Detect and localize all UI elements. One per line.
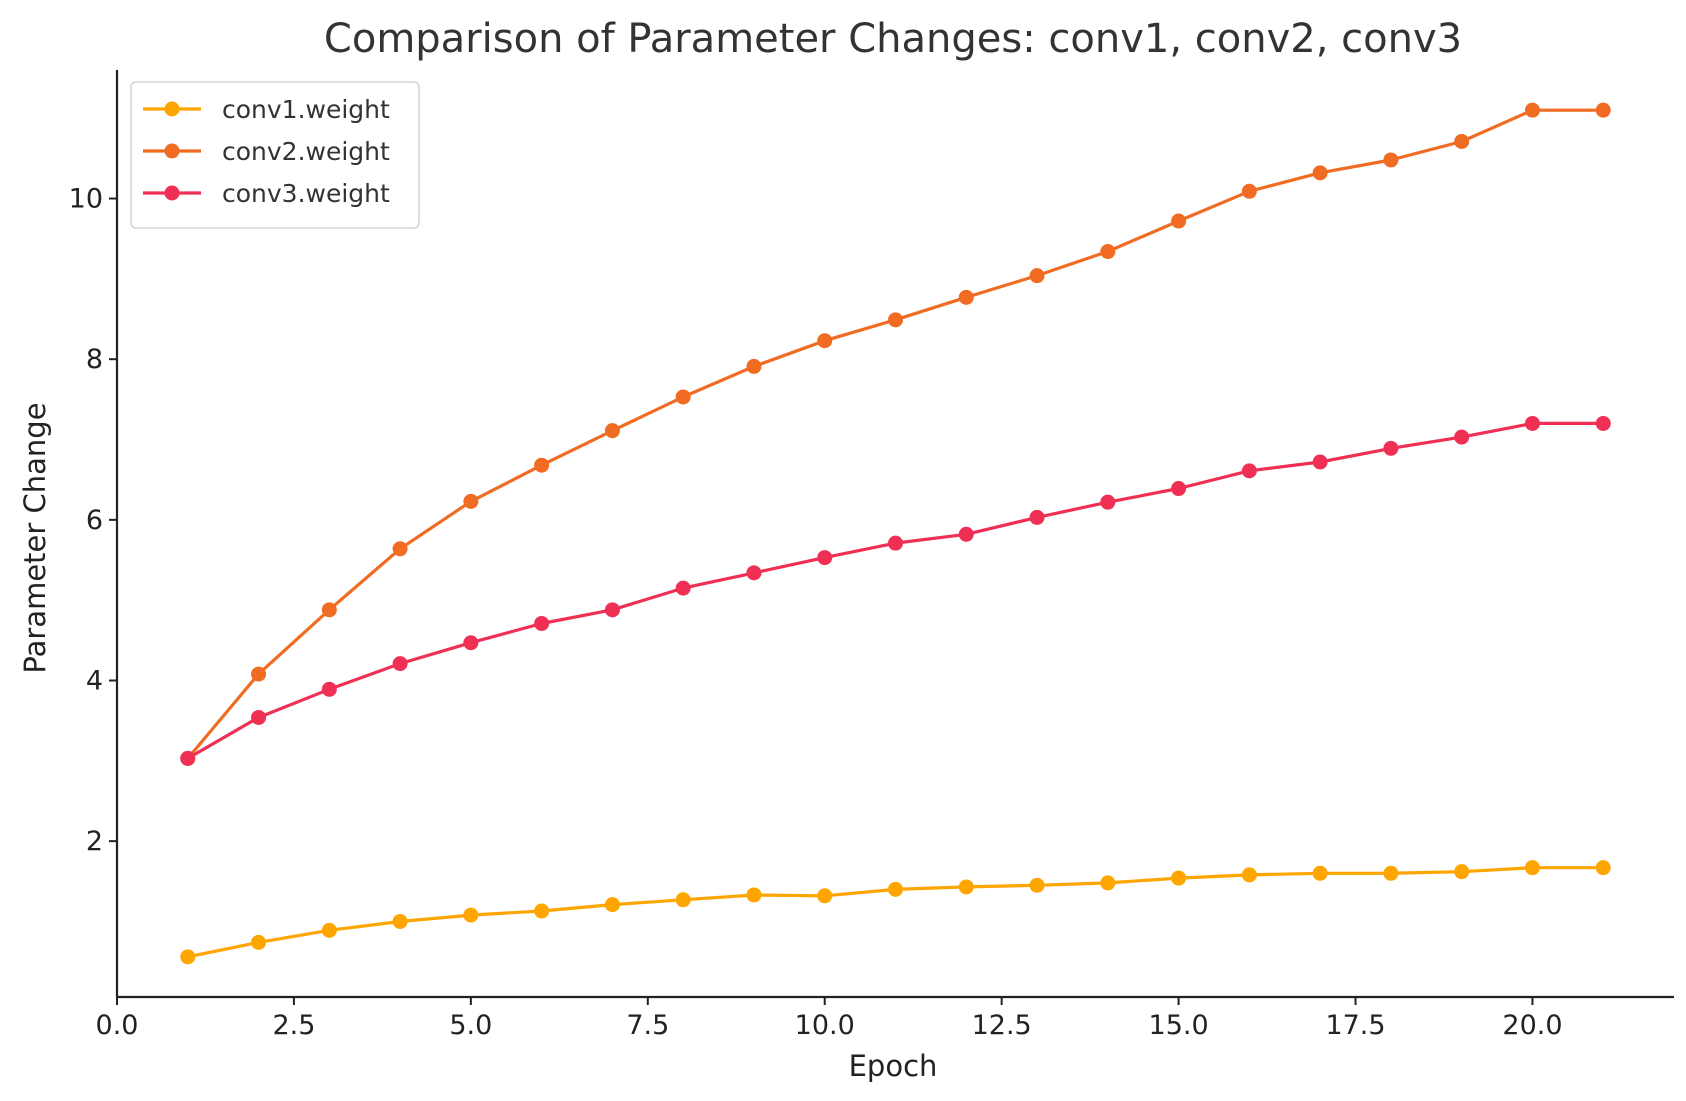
- data-point: [1525, 860, 1540, 875]
- data-point: [746, 565, 761, 580]
- data-point: [534, 904, 549, 919]
- data-point: [1596, 860, 1611, 875]
- data-point: [393, 541, 408, 556]
- data-point: [251, 667, 266, 682]
- x-tick-label: 17.5: [1325, 1010, 1385, 1041]
- series-conv1-weight: [180, 860, 1610, 964]
- data-point: [1242, 184, 1257, 199]
- data-point: [605, 897, 620, 912]
- legend-marker-swatch: [165, 102, 180, 117]
- data-point: [180, 949, 195, 964]
- data-point: [1383, 152, 1398, 167]
- data-point: [1171, 481, 1186, 496]
- data-point: [746, 887, 761, 902]
- data-point: [676, 892, 691, 907]
- data-point: [463, 635, 478, 650]
- y-axis-label: Parameter Change: [18, 402, 52, 673]
- x-tick-label: 15.0: [1149, 1010, 1209, 1041]
- data-point: [1383, 866, 1398, 881]
- data-point: [1525, 416, 1540, 431]
- legend-label: conv3.weight: [222, 179, 390, 208]
- data-point: [1313, 455, 1328, 470]
- x-tick-label: 0.0: [96, 1010, 139, 1041]
- data-point: [463, 494, 478, 509]
- data-point: [817, 550, 832, 565]
- data-point: [1596, 416, 1611, 431]
- legend: conv1.weight conv2.weight conv3.weight: [131, 82, 419, 228]
- data-point: [1313, 866, 1328, 881]
- data-point: [817, 888, 832, 903]
- y-tick-label: 6: [86, 505, 103, 536]
- data-point: [1454, 864, 1469, 879]
- series-line: [188, 423, 1603, 758]
- data-point: [1242, 463, 1257, 478]
- y-tick-label: 8: [86, 344, 103, 375]
- x-axis-label: Epoch: [849, 1049, 938, 1083]
- chart-title: Comparison of Parameter Changes: conv1, …: [324, 16, 1462, 62]
- data-point: [251, 935, 266, 950]
- data-point: [1030, 878, 1045, 893]
- x-tick-label: 20.0: [1502, 1010, 1562, 1041]
- data-point: [534, 616, 549, 631]
- data-point: [393, 656, 408, 671]
- x-tick-label: 2.5: [272, 1010, 315, 1041]
- data-point: [1100, 875, 1115, 890]
- data-point: [463, 908, 478, 923]
- data-point: [180, 751, 195, 766]
- data-point: [1030, 268, 1045, 283]
- x-tick-label: 12.5: [972, 1010, 1032, 1041]
- data-point: [1100, 495, 1115, 510]
- legend-label: conv1.weight: [222, 95, 390, 124]
- data-point: [888, 536, 903, 551]
- data-point: [322, 923, 337, 938]
- data-point: [746, 359, 761, 374]
- data-point: [393, 914, 408, 929]
- data-point: [888, 312, 903, 327]
- x-tick-label: 7.5: [626, 1010, 669, 1041]
- data-point: [676, 581, 691, 596]
- data-point: [676, 389, 691, 404]
- data-point: [1100, 244, 1115, 259]
- data-point: [534, 458, 549, 473]
- series-lines: [180, 103, 1610, 965]
- series-line: [188, 868, 1603, 957]
- data-point: [605, 602, 620, 617]
- data-point: [605, 423, 620, 438]
- legend-marker-swatch: [165, 186, 180, 201]
- data-point: [1454, 430, 1469, 445]
- data-point: [888, 882, 903, 897]
- data-point: [959, 879, 974, 894]
- data-point: [817, 333, 832, 348]
- data-point: [1030, 510, 1045, 525]
- data-point: [1171, 871, 1186, 886]
- data-point: [322, 682, 337, 697]
- legend-marker-swatch: [165, 144, 180, 159]
- y-tick-label: 4: [86, 666, 103, 697]
- data-point: [1242, 867, 1257, 882]
- data-point: [1171, 214, 1186, 229]
- legend-label: conv2.weight: [222, 137, 390, 166]
- data-point: [959, 290, 974, 305]
- data-point: [959, 527, 974, 542]
- x-tick-label: 10.0: [795, 1010, 855, 1041]
- data-point: [1525, 103, 1540, 118]
- data-point: [251, 710, 266, 725]
- series-conv3-weight: [180, 416, 1610, 766]
- data-point: [1383, 441, 1398, 456]
- x-tick-label: 5.0: [449, 1010, 492, 1041]
- data-point: [1454, 134, 1469, 149]
- data-point: [1313, 165, 1328, 180]
- data-point: [1596, 103, 1611, 118]
- y-tick-label: 10: [69, 184, 103, 215]
- y-tick-label: 2: [86, 826, 103, 857]
- data-point: [322, 602, 337, 617]
